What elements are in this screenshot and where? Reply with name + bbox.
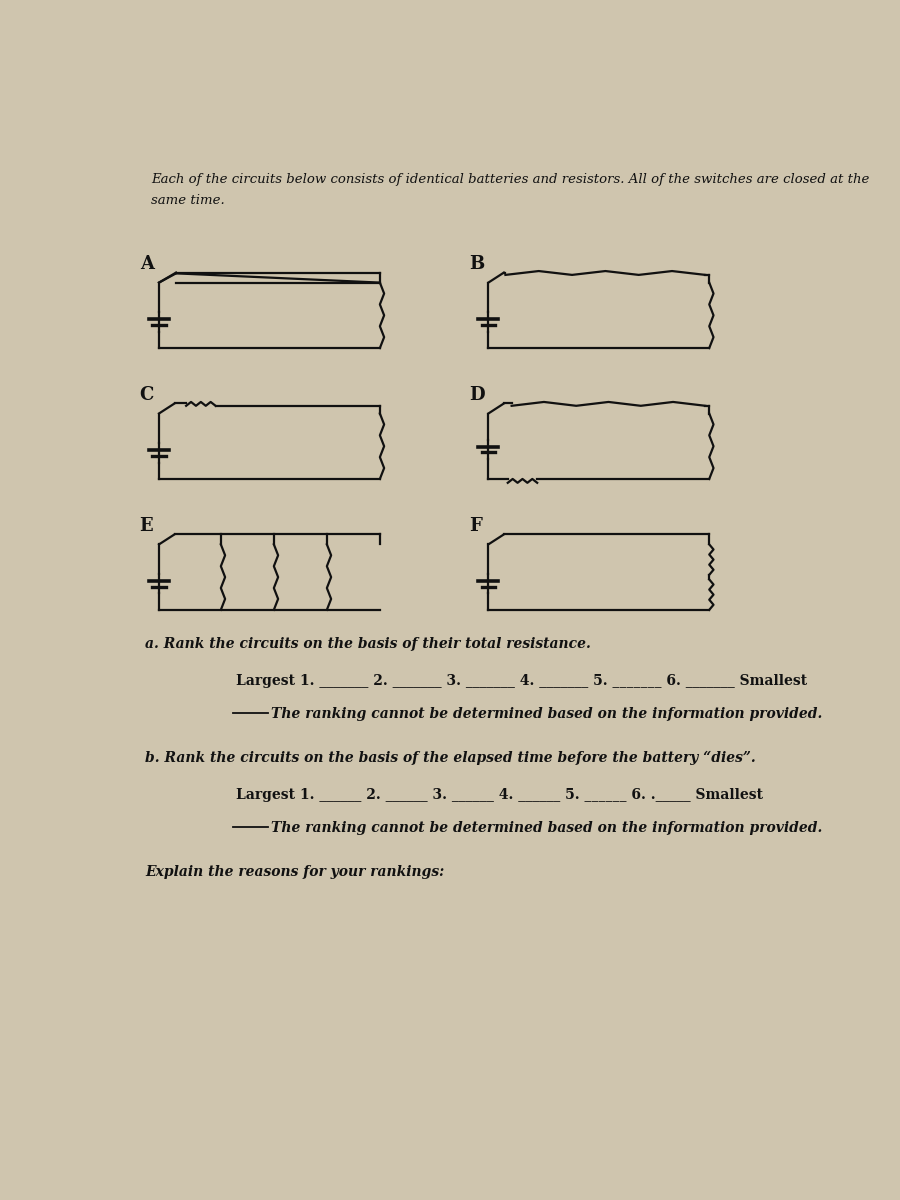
- Text: b. Rank the circuits on the basis of the elapsed time before the battery “dies”.: b. Rank the circuits on the basis of the…: [145, 751, 756, 766]
- Text: C: C: [140, 385, 154, 403]
- Text: Largest 1. _______ 2. _______ 3. _______ 4. _______ 5. _______ 6. _______ Smalle: Largest 1. _______ 2. _______ 3. _______…: [237, 674, 807, 689]
- Text: B: B: [469, 254, 484, 272]
- Text: Explain the reasons for your rankings:: Explain the reasons for your rankings:: [145, 865, 445, 880]
- Text: a. Rank the circuits on the basis of their total resistance.: a. Rank the circuits on the basis of the…: [145, 637, 591, 652]
- Text: D: D: [469, 385, 484, 403]
- Text: Largest 1. ______ 2. ______ 3. ______ 4. ______ 5. ______ 6. ._____ Smallest: Largest 1. ______ 2. ______ 3. ______ 4.…: [237, 788, 763, 803]
- Text: The ranking cannot be determined based on the information provided.: The ranking cannot be determined based o…: [272, 821, 823, 835]
- Text: Each of the circuits below consists of identical batteries and resistors. All of: Each of the circuits below consists of i…: [151, 173, 869, 186]
- Text: The ranking cannot be determined based on the information provided.: The ranking cannot be determined based o…: [272, 707, 823, 721]
- Text: F: F: [469, 516, 482, 534]
- Text: A: A: [140, 254, 154, 272]
- Text: E: E: [140, 516, 153, 534]
- Text: same time.: same time.: [151, 194, 225, 208]
